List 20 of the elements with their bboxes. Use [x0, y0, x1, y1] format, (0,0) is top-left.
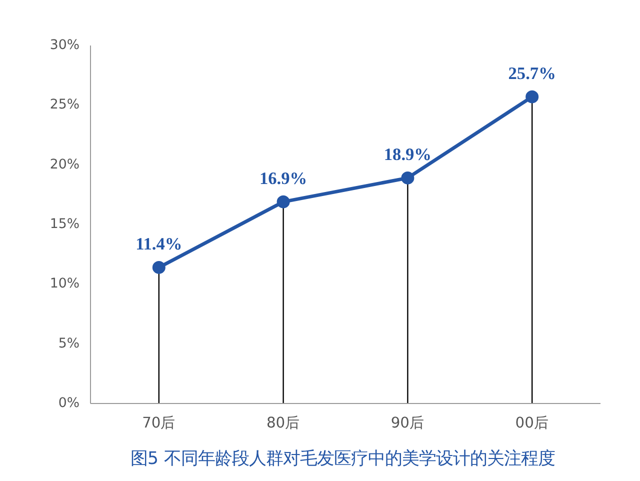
x-tick-label: 70后: [142, 414, 176, 432]
y-tick-label: 0%: [58, 396, 80, 411]
text: 图5 不同年龄段人群对毛发医疗中的美学设计的关注程度: [130, 449, 556, 469]
point: [276, 195, 290, 208]
point: [152, 260, 166, 274]
y-tick-label: 10%: [50, 276, 80, 292]
data-label: 18.9%: [384, 144, 432, 164]
y-tick-label: 25%: [50, 98, 80, 113]
data-label: 25.7%: [508, 64, 556, 83]
y-tick-label: 30%: [50, 38, 80, 53]
data-label: 11.4%: [136, 234, 182, 254]
point: [401, 171, 414, 184]
point: [526, 90, 539, 104]
y-tick-label: 20%: [50, 157, 80, 172]
y-tick-label: 5%: [58, 336, 80, 352]
x-tick-label: 00后: [515, 414, 549, 432]
y-tick-label: 15%: [50, 217, 80, 232]
x-tick-label: 80后: [266, 414, 300, 432]
x-tick-label: 90后: [390, 414, 425, 432]
data-label: 16.9%: [259, 168, 308, 188]
